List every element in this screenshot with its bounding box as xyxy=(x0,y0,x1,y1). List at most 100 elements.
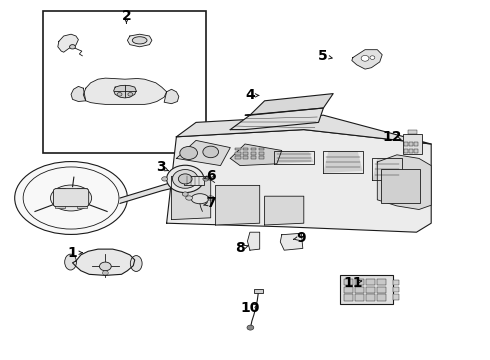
Polygon shape xyxy=(245,94,333,115)
Text: 1: 1 xyxy=(68,246,77,260)
Bar xyxy=(259,152,264,155)
FancyBboxPatch shape xyxy=(53,189,89,207)
Polygon shape xyxy=(164,89,179,104)
Polygon shape xyxy=(247,232,260,250)
Bar xyxy=(235,152,241,155)
Polygon shape xyxy=(114,85,136,98)
Bar xyxy=(366,287,375,293)
Bar xyxy=(344,287,353,293)
Bar xyxy=(344,279,353,285)
Circle shape xyxy=(370,56,375,59)
Bar xyxy=(259,148,264,150)
Circle shape xyxy=(361,55,369,61)
Polygon shape xyxy=(167,130,431,232)
Circle shape xyxy=(203,146,219,158)
Ellipse shape xyxy=(15,162,127,234)
Bar xyxy=(77,188,87,194)
Text: 3: 3 xyxy=(156,161,166,174)
Ellipse shape xyxy=(191,194,209,204)
Ellipse shape xyxy=(50,185,92,211)
Bar xyxy=(235,156,241,159)
Bar xyxy=(403,134,422,154)
Bar xyxy=(251,156,256,159)
Polygon shape xyxy=(323,151,363,173)
Bar xyxy=(55,202,65,208)
Circle shape xyxy=(180,147,197,159)
Bar xyxy=(366,294,375,301)
Polygon shape xyxy=(176,115,431,144)
Text: 4: 4 xyxy=(245,89,255,102)
Text: 6: 6 xyxy=(206,170,216,183)
Text: 5: 5 xyxy=(318,49,327,63)
Circle shape xyxy=(172,170,198,188)
Polygon shape xyxy=(58,34,78,52)
Polygon shape xyxy=(120,180,176,203)
Circle shape xyxy=(117,93,122,96)
Polygon shape xyxy=(172,176,211,220)
Circle shape xyxy=(203,177,209,181)
Bar xyxy=(408,130,417,134)
Polygon shape xyxy=(73,249,135,275)
Circle shape xyxy=(167,165,204,193)
Bar xyxy=(404,142,408,146)
Bar xyxy=(340,275,393,304)
Bar xyxy=(243,152,248,155)
Polygon shape xyxy=(83,78,167,104)
Circle shape xyxy=(162,177,168,181)
Bar xyxy=(254,289,263,293)
Bar xyxy=(251,148,256,150)
Bar xyxy=(414,149,418,153)
Bar xyxy=(377,294,386,301)
Ellipse shape xyxy=(65,254,76,270)
Bar xyxy=(409,142,413,146)
Text: 8: 8 xyxy=(235,242,245,255)
Bar xyxy=(243,148,248,150)
Bar xyxy=(259,156,264,159)
Text: 9: 9 xyxy=(296,231,306,244)
Circle shape xyxy=(99,262,111,271)
Bar xyxy=(409,149,413,153)
Polygon shape xyxy=(372,158,402,180)
Polygon shape xyxy=(280,233,303,250)
Bar xyxy=(377,287,386,293)
Polygon shape xyxy=(274,151,314,164)
Bar xyxy=(393,280,399,285)
Bar xyxy=(404,149,408,153)
Ellipse shape xyxy=(130,256,142,271)
Text: 10: 10 xyxy=(240,301,260,315)
Ellipse shape xyxy=(132,37,147,44)
Bar xyxy=(235,148,241,150)
Polygon shape xyxy=(377,155,431,210)
Polygon shape xyxy=(71,86,86,102)
Polygon shape xyxy=(127,34,152,47)
Text: 11: 11 xyxy=(343,276,363,289)
Circle shape xyxy=(178,174,192,184)
Bar xyxy=(251,152,256,155)
Circle shape xyxy=(70,45,75,49)
Bar xyxy=(243,156,248,159)
Text: 2: 2 xyxy=(122,9,131,23)
Circle shape xyxy=(102,271,108,275)
Circle shape xyxy=(182,192,188,196)
Bar xyxy=(414,142,418,146)
Circle shape xyxy=(128,93,133,96)
Bar xyxy=(55,188,65,194)
Bar xyxy=(344,294,353,301)
Polygon shape xyxy=(230,108,323,130)
Text: 7: 7 xyxy=(206,197,216,210)
Bar xyxy=(184,176,204,185)
Bar xyxy=(43,11,206,153)
Bar xyxy=(355,287,364,293)
Polygon shape xyxy=(352,50,382,69)
Bar xyxy=(381,169,420,203)
Polygon shape xyxy=(230,144,282,166)
Text: 12: 12 xyxy=(382,130,402,144)
Ellipse shape xyxy=(207,196,214,200)
Polygon shape xyxy=(176,140,230,166)
Bar xyxy=(393,287,399,292)
Ellipse shape xyxy=(186,196,193,200)
Polygon shape xyxy=(265,196,304,225)
Circle shape xyxy=(247,325,254,330)
Bar xyxy=(77,202,87,208)
Bar xyxy=(355,279,364,285)
